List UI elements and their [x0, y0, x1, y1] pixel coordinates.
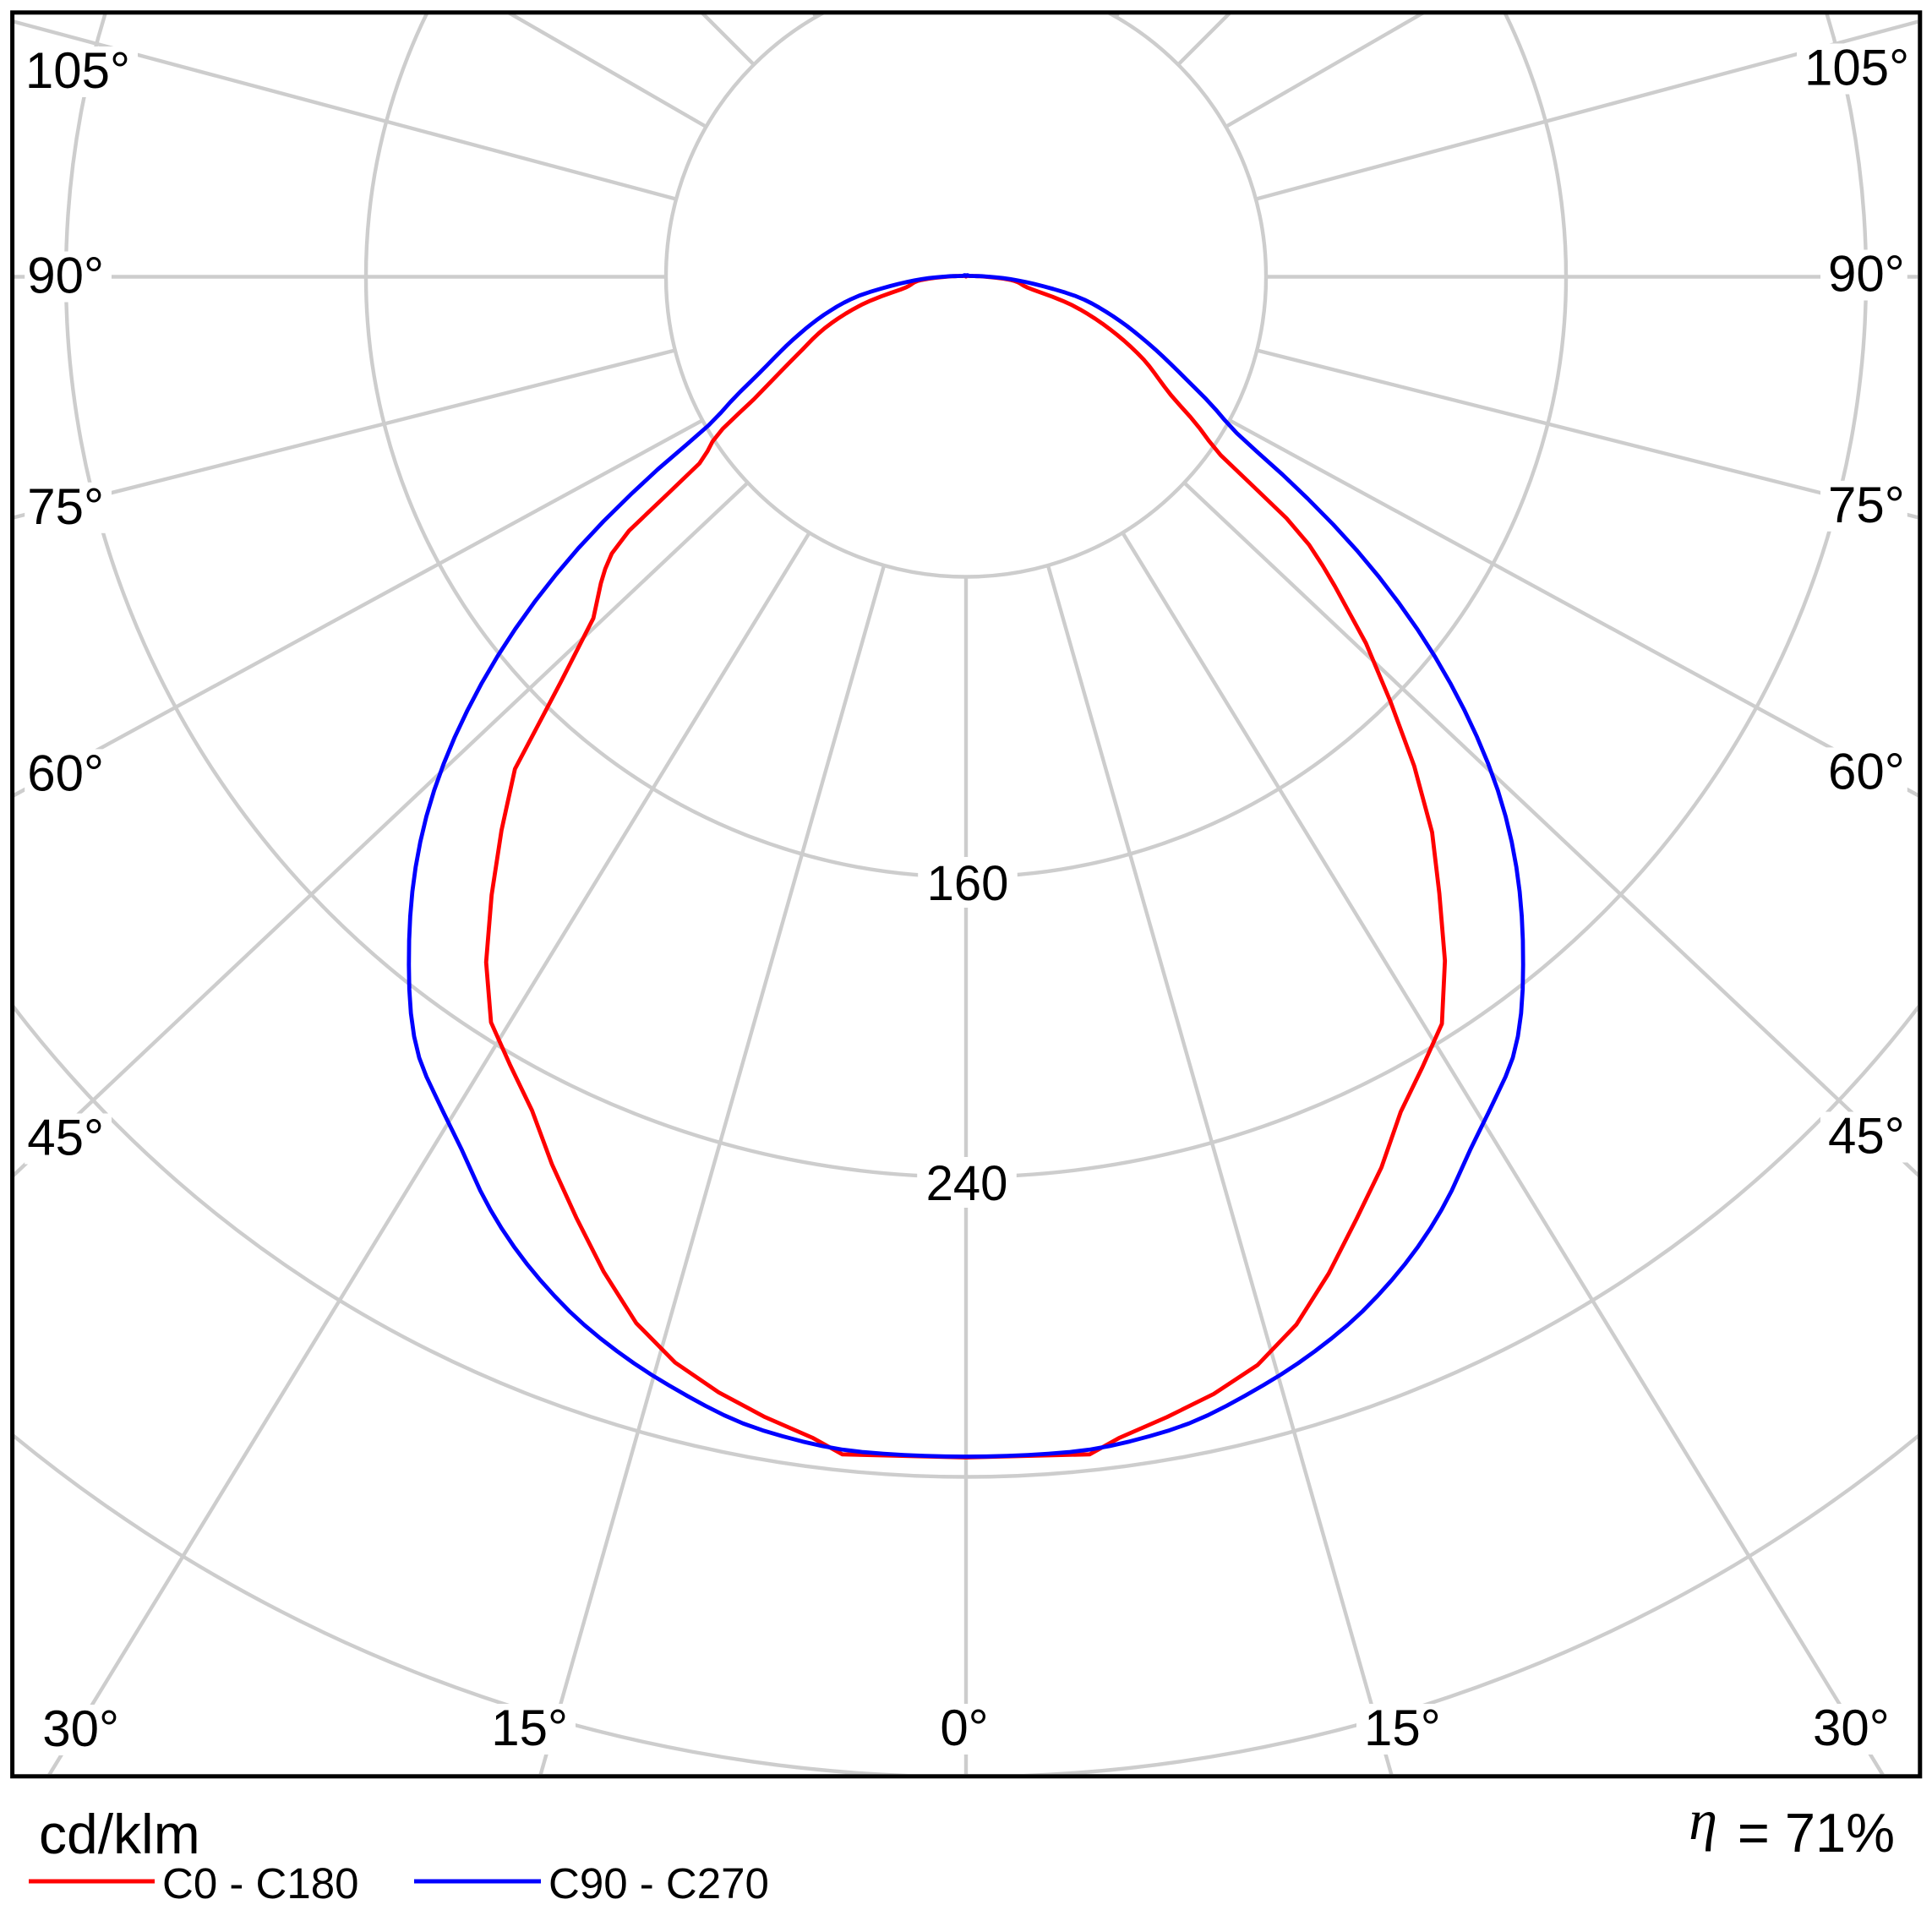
svg-text:105°: 105°	[25, 42, 130, 99]
svg-text:75°: 75°	[1828, 477, 1905, 533]
svg-text:C90 - C270: C90 - C270	[548, 1859, 769, 1907]
svg-text:15°: 15°	[1364, 1700, 1441, 1756]
svg-text:160: 160	[927, 856, 1009, 911]
svg-text:= 71%: = 71%	[1738, 1802, 1895, 1864]
svg-text:0°: 0°	[940, 1700, 988, 1756]
svg-text:105°: 105°	[1804, 40, 1909, 96]
svg-text:η: η	[1689, 1787, 1717, 1852]
svg-text:60°: 60°	[27, 745, 104, 801]
svg-text:75°: 75°	[27, 478, 104, 535]
svg-text:C0 - C180: C0 - C180	[162, 1859, 358, 1907]
svg-text:60°: 60°	[1828, 743, 1905, 800]
svg-text:15°: 15°	[491, 1700, 568, 1756]
svg-text:90°: 90°	[27, 248, 104, 304]
svg-text:30°: 30°	[42, 1700, 119, 1757]
svg-text:45°: 45°	[1828, 1108, 1905, 1165]
svg-text:cd/klm: cd/klm	[39, 1803, 200, 1865]
svg-text:45°: 45°	[27, 1110, 104, 1166]
svg-text:30°: 30°	[1813, 1700, 1890, 1756]
svg-text:90°: 90°	[1828, 246, 1905, 303]
svg-text:240: 240	[926, 1156, 1008, 1211]
